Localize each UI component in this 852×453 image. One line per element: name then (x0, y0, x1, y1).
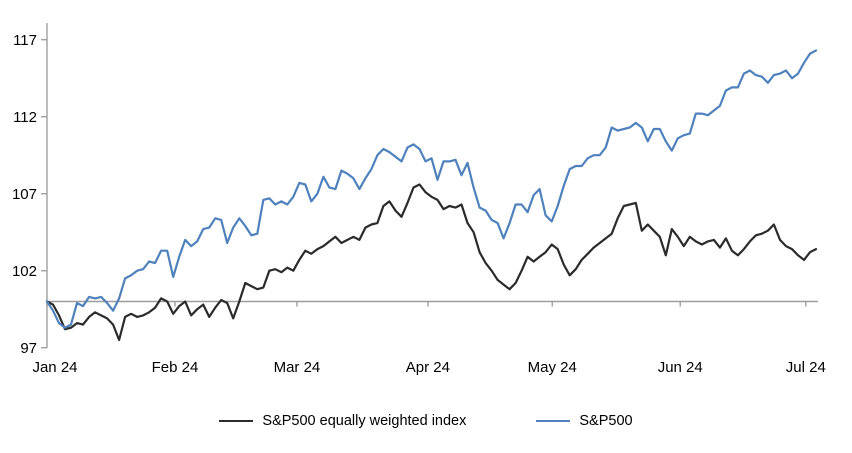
y-axis-tick-label: 117 (13, 32, 37, 49)
legend: S&P500 equally weighted index S&P500 (0, 398, 852, 444)
legend-item-sp500: S&P500 (536, 412, 633, 429)
y-axis-tick-label: 112 (13, 109, 37, 126)
y-axis-tick-label: 107 (12, 186, 37, 203)
x-axis-tick-label: Jan 24 (32, 359, 77, 376)
legend-line-swatch-equal-weight (219, 420, 254, 422)
x-axis-tick-label: Jul 24 (786, 359, 826, 376)
chart-svg: 97 102 107 112 117 Jan 24 Feb 24 Mar 24 Apr 24 Ma… (12, 23, 826, 376)
x-axis-tick-label: Mar 24 (274, 359, 321, 376)
legend-item-equal-weight: S&P500 equally weighted index (219, 414, 466, 429)
legend-label-sp500: S&P500 (579, 412, 633, 429)
y-axis-tick-label: 97 (20, 340, 37, 357)
legend-line-swatch-sp500 (536, 420, 571, 422)
series-line-sp500 (45, 49, 818, 329)
x-axis-tick-label: Apr 24 (406, 359, 450, 376)
y-axis-tick-label: 102 (12, 263, 37, 280)
x-axis-tick-label: Feb 24 (152, 359, 199, 376)
legend-label-equal-weight: S&P500 equally weighted index (262, 412, 467, 429)
series-line-equal-weight (45, 183, 818, 342)
x-axis-tick-label: May 24 (528, 359, 577, 376)
x-axis-tick-label: Jun 24 (658, 359, 703, 376)
